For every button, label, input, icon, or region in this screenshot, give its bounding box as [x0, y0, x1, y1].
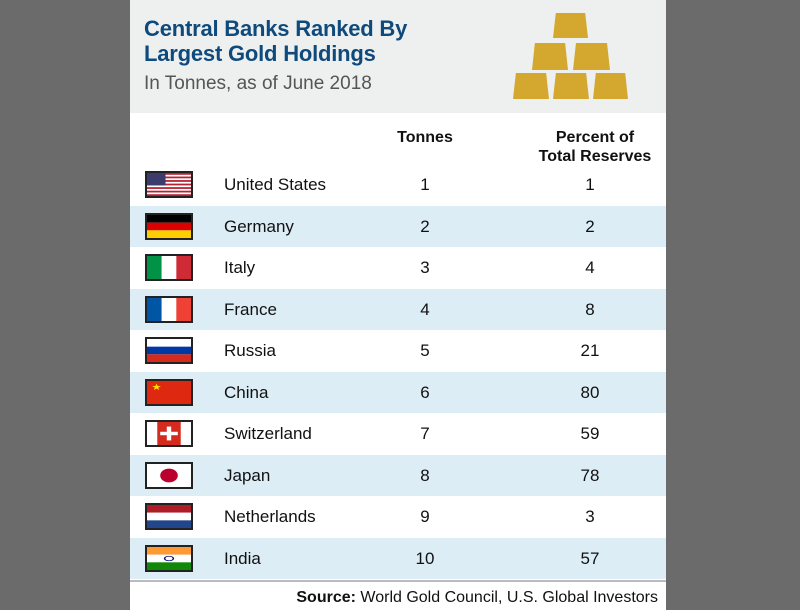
flag-japan-icon: [145, 461, 193, 489]
table-row: Japan 8 78: [130, 454, 666, 496]
flag-switzerland-icon: [145, 420, 193, 447]
percent-rank: 8: [585, 299, 595, 319]
tonnes-rank: 2: [420, 216, 430, 236]
country-name: Netherlands: [224, 507, 316, 526]
flag-india-icon: [145, 544, 193, 572]
header: Central Banks Ranked By Largest Gold Hol…: [130, 0, 666, 113]
source-note: Source: World Gold Council, U.S. Global …: [296, 589, 658, 607]
title-line-1: Central Banks Ranked By: [144, 16, 408, 41]
tonnes-rank: 1: [420, 175, 430, 194]
table-row: Russia 5 21: [130, 330, 666, 371]
table-row: India 10 57: [130, 537, 666, 579]
table-row: Italy 3 4: [130, 247, 666, 288]
country-name: Japan: [224, 465, 271, 485]
percent-rank: 78: [580, 465, 600, 485]
table-row: United States 1 1: [130, 164, 666, 205]
tonnes-rank: 3: [420, 258, 430, 277]
page-title: Central Banks Ranked By Largest Gold Hol…: [144, 16, 407, 66]
flag-france-icon: [145, 295, 193, 323]
percent-rank: 21: [580, 341, 600, 360]
tonnes-rank: 9: [420, 507, 430, 526]
tonnes-rank: 10: [415, 548, 435, 568]
tonnes-rank: 6: [420, 382, 430, 402]
flag-netherlands-icon: [145, 503, 193, 530]
percent-rank: 1: [585, 175, 595, 194]
table-row: France 4 8: [130, 288, 666, 330]
table-row: Netherlands 9 3: [130, 496, 666, 537]
country-name: Italy: [224, 258, 256, 277]
column-header-tonnes: Tonnes: [397, 129, 453, 146]
country-name: China: [224, 382, 269, 402]
flag-united-states-icon: [145, 171, 193, 198]
flag-germany-icon: [145, 212, 193, 240]
flag-china-icon: ★: [145, 378, 193, 406]
divider: [130, 580, 666, 582]
tonnes-rank: 4: [420, 299, 430, 319]
table-row: Switzerland 7 59: [130, 413, 666, 454]
tonnes-rank: 5: [420, 341, 430, 360]
country-name: France: [224, 299, 277, 319]
percent-rank: 57: [580, 548, 600, 568]
tonnes-rank: 8: [420, 465, 430, 485]
percent-rank: 59: [580, 424, 600, 443]
table-row: ★ China 6 80: [130, 371, 666, 413]
source-label: Source:: [296, 589, 356, 606]
percent-header-line-2: Total Reserves: [538, 148, 652, 165]
source-text: World Gold Council, U.S. Global Investor…: [355, 589, 658, 606]
title-line-2: Largest Gold Holdings: [144, 41, 376, 66]
percent-rank: 3: [585, 507, 595, 526]
svg-text:★: ★: [151, 382, 162, 392]
country-name: India: [224, 548, 261, 568]
percent-rank: 2: [585, 216, 595, 236]
flag-russia-icon: [145, 337, 193, 364]
subtitle: In Tonnes, as of June 2018: [144, 73, 372, 94]
country-name: Germany: [224, 216, 294, 236]
country-name: United States: [224, 175, 327, 194]
percent-rank: 80: [580, 382, 600, 402]
flag-italy-icon: [145, 254, 193, 281]
country-name: Switzerland: [224, 424, 312, 443]
percent-header-line-1: Percent of: [555, 129, 635, 146]
country-name: Russia: [224, 341, 276, 360]
infographic-panel: Central Banks Ranked By Largest Gold Hol…: [130, 0, 666, 610]
percent-rank: 4: [585, 258, 595, 277]
tonnes-rank: 7: [420, 424, 430, 443]
table-row: Germany 2 2: [130, 205, 666, 247]
column-header-percent: Percent of Total Reserves: [525, 128, 665, 166]
